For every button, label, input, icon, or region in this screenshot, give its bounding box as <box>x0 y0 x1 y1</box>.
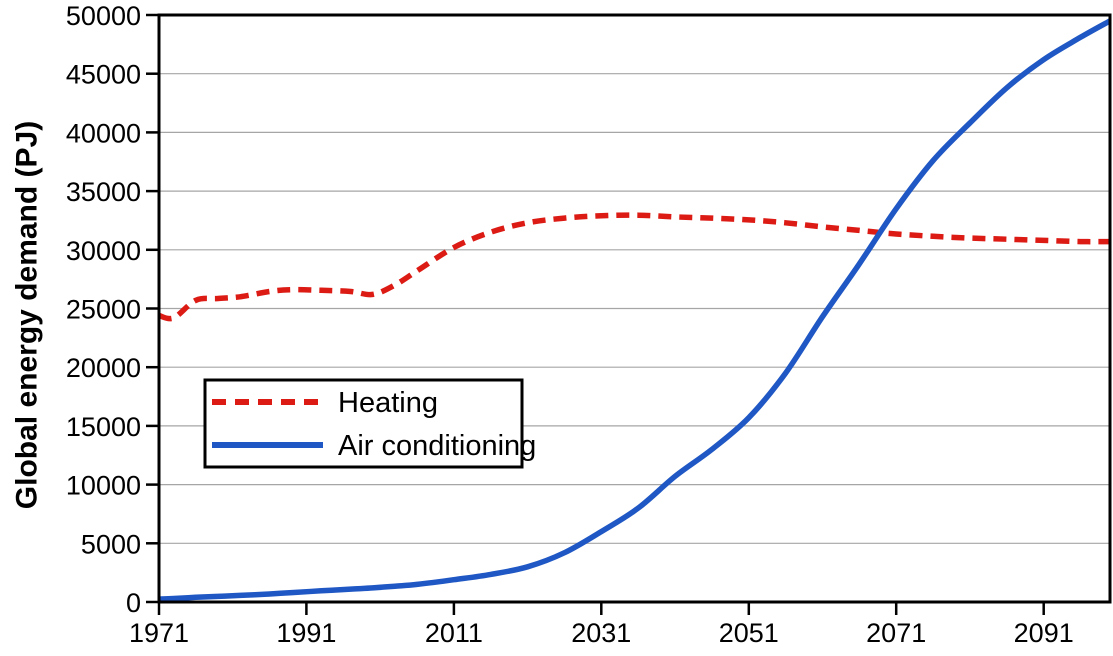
svg-text:2071: 2071 <box>866 618 926 648</box>
svg-text:35000: 35000 <box>66 177 141 207</box>
svg-text:1971: 1971 <box>129 618 189 648</box>
svg-text:5000: 5000 <box>81 529 141 559</box>
svg-text:10000: 10000 <box>66 471 141 501</box>
svg-text:25000: 25000 <box>66 295 141 325</box>
svg-text:2051: 2051 <box>719 618 779 648</box>
gridlines <box>159 73 1110 544</box>
y-axis-title: Global energy demand (PJ) <box>11 121 44 509</box>
svg-text:50000: 50000 <box>66 1 141 31</box>
svg-text:2031: 2031 <box>571 618 631 648</box>
svg-text:30000: 30000 <box>66 236 141 266</box>
legend-box <box>203 378 524 469</box>
svg-text:15000: 15000 <box>66 412 141 442</box>
svg-text:45000: 45000 <box>66 60 141 90</box>
data-series <box>158 18 1112 602</box>
svg-text:1991: 1991 <box>276 618 336 648</box>
legend-label-heating: Heating <box>338 387 438 419</box>
legend-label-air-conditioning: Air conditioning <box>338 430 536 462</box>
svg-text:0: 0 <box>126 588 141 618</box>
axis-tick-labels: 0 5000 10000 15000 20000 25000 30000 35000 40000… <box>66 1 1074 648</box>
legend: Heating Air conditioning <box>203 378 536 469</box>
svg-text:20000: 20000 <box>66 353 141 383</box>
svg-text:2011: 2011 <box>425 618 483 648</box>
svg-text:2091: 2091 <box>1014 618 1074 648</box>
svg-text:40000: 40000 <box>66 118 141 148</box>
axis-ticks <box>146 13 1045 615</box>
